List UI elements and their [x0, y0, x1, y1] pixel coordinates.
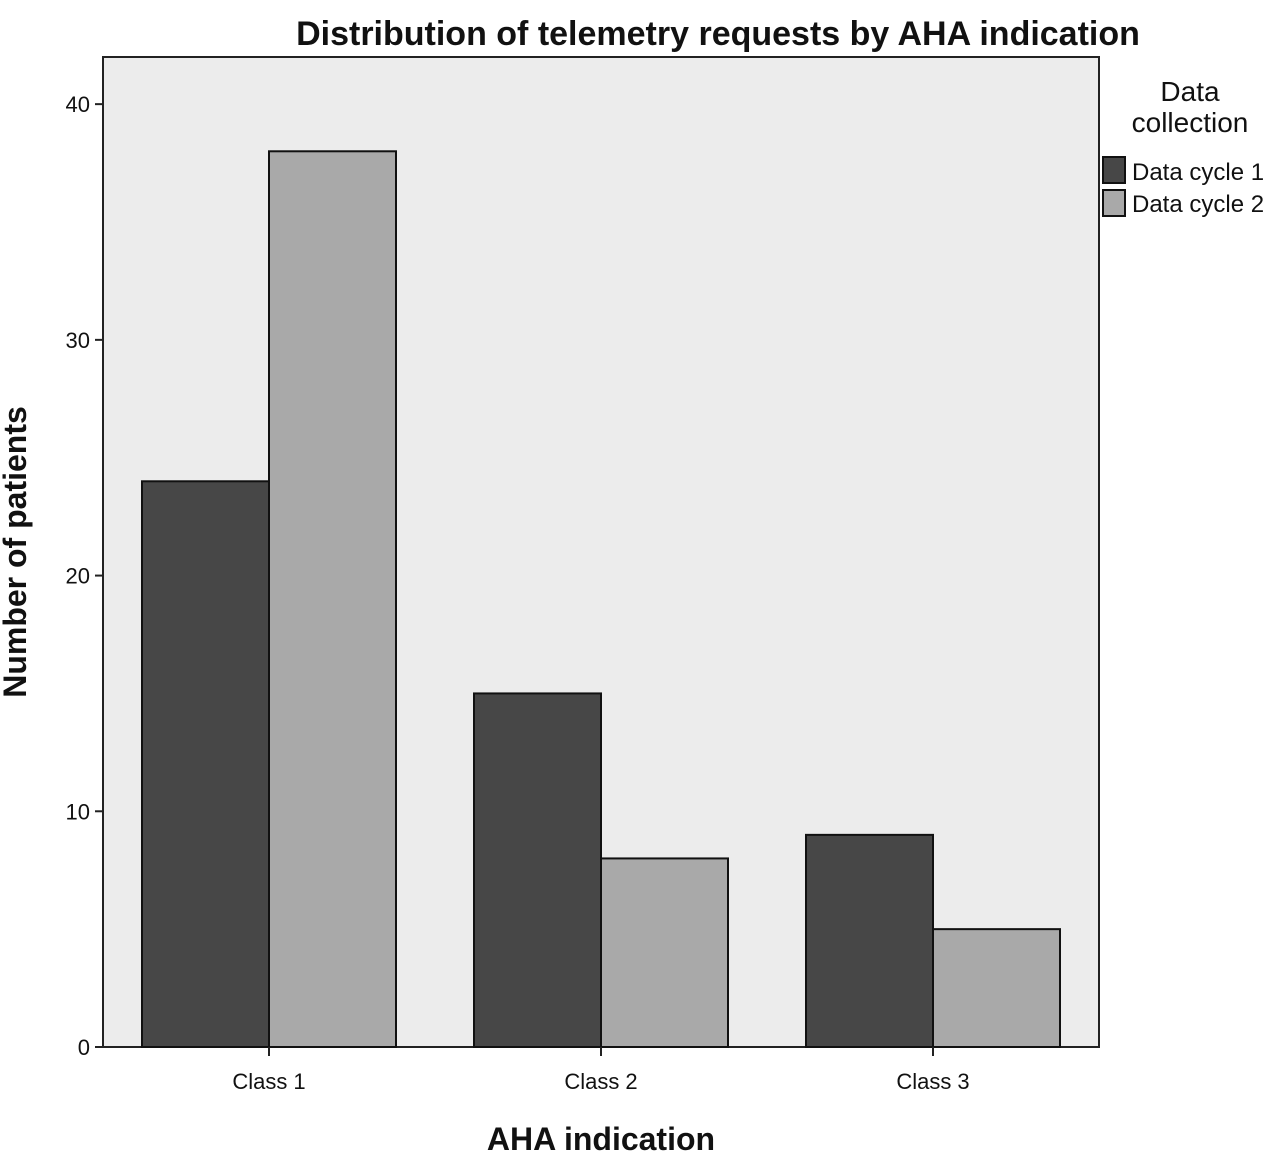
legend: Data collection Data cycle 1 Data cycle … [1102, 76, 1264, 218]
bar-class-1-data-cycle-1 [141, 480, 270, 1048]
y-axis-label: Number of patients [0, 406, 33, 698]
bar-class-1-data-cycle-2 [268, 150, 397, 1049]
legend-swatch-data-cycle-1 [1102, 156, 1126, 184]
y-tick-label-10: 10 [66, 799, 90, 824]
y-tick-label-20: 20 [66, 564, 90, 589]
y-axis: 0 10 20 30 40 [66, 92, 103, 1060]
legend-title-line-2: collection [1132, 107, 1249, 138]
x-tick-label-class-1: Class 1 [232, 1069, 305, 1094]
x-tick-label-class-2: Class 2 [564, 1069, 637, 1094]
chart-title: Distribution of telemetry requests by AH… [296, 15, 1140, 53]
legend-label-data-cycle-1: Data cycle 1 [1132, 159, 1264, 186]
bar-class-3-data-cycle-1 [805, 833, 934, 1048]
bars-group [141, 150, 1061, 1049]
legend-title-line-1: Data [1160, 76, 1220, 107]
legend-label-data-cycle-2: Data cycle 2 [1132, 191, 1264, 218]
y-tick-label-0: 0 [78, 1035, 90, 1060]
bar-class-3-data-cycle-2 [932, 928, 1061, 1049]
x-axis-label: AHA indication [487, 1121, 715, 1157]
y-tick-label-30: 30 [66, 328, 90, 353]
x-axis: Class 1 Class 2 Class 3 [232, 1047, 970, 1094]
legend-swatch-data-cycle-2 [1102, 189, 1126, 217]
x-tick-label-class-3: Class 3 [896, 1069, 969, 1094]
bar-class-2-data-cycle-2 [600, 857, 729, 1049]
bar-class-2-data-cycle-1 [473, 692, 602, 1049]
y-tick-label-40: 40 [66, 92, 90, 117]
